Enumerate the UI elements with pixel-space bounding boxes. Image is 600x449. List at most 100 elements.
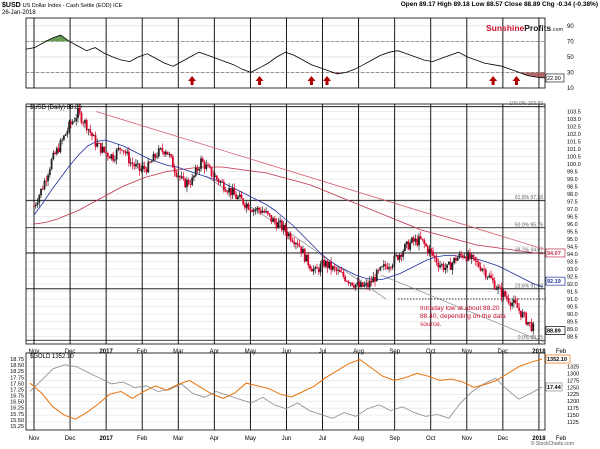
price-bar-body — [423, 239, 426, 244]
price-bar-body — [94, 135, 97, 147]
ohlc-readout: Open 89.17 High 89.18 Low 88.57 Close 88… — [400, 1, 598, 8]
price-bar-body — [386, 266, 389, 270]
price-bar-body — [338, 269, 341, 272]
price-bar-body — [525, 312, 528, 325]
price-bar-body — [416, 238, 419, 246]
price-bar-body — [476, 260, 478, 263]
price-value-box — [545, 248, 566, 258]
price-bar-body — [495, 289, 498, 291]
gold-tick: 1225 — [567, 392, 579, 398]
price-bar-body — [259, 210, 262, 213]
price-tick: 91.5 — [567, 290, 578, 296]
price-bar-body — [493, 280, 496, 290]
price-bar-body — [57, 148, 60, 153]
price-bar-body — [150, 161, 153, 163]
price-bar-body — [244, 204, 246, 208]
price-tick: 103.5 — [567, 110, 581, 116]
price-tick: 95.5 — [567, 230, 578, 236]
up-arrow-icon — [307, 76, 316, 85]
price-tick: 96.0 — [567, 222, 578, 228]
price-bar-body — [361, 282, 364, 287]
x-tick-label-lower: Mar — [173, 436, 183, 442]
price-bar-body — [194, 167, 197, 176]
usd-tick: 18.75 — [10, 357, 24, 363]
price-bar-body — [268, 213, 271, 216]
price-bar-body — [418, 236, 420, 246]
price-bar-body — [377, 269, 380, 271]
price-bar-body — [407, 241, 410, 250]
price-value-label: 94.07 — [547, 251, 561, 257]
price-bar-body — [138, 163, 141, 171]
price-bar-body — [62, 135, 65, 140]
price-bar-body — [226, 191, 229, 193]
price-tick: 92.5 — [567, 275, 578, 281]
price-tick: 101.0 — [567, 147, 581, 153]
price-bar-body — [379, 267, 382, 271]
price-value-label: 88.89 — [547, 329, 561, 335]
price-bar-body — [224, 190, 227, 192]
price-bar-body — [122, 150, 125, 152]
price-tick: 94.0 — [567, 252, 578, 258]
x-tick-label: Nov — [461, 349, 472, 355]
price-bar-body — [143, 166, 146, 169]
price-value-box — [545, 326, 566, 335]
rsi-pane: 22.90 — [25, 34, 565, 85]
price-tick: 93.5 — [567, 260, 578, 266]
gold-tick: 1200 — [567, 399, 579, 405]
price-bar-body — [451, 263, 454, 270]
price-bar-body — [124, 151, 127, 154]
price-tick: 91.0 — [567, 297, 578, 303]
rsi-value-label: 22.90 — [547, 76, 561, 82]
price-bar-body — [463, 256, 466, 258]
price-bar-body — [208, 165, 211, 168]
price-pane: $USD (Daily) 88.89 100.0% 103.82 61.8% 97.… — [26, 101, 566, 343]
rsi-line — [25, 34, 546, 79]
price-bar-body — [47, 175, 49, 182]
price-bar-body — [430, 248, 433, 252]
gold-tick: 1250 — [567, 385, 579, 391]
price-bar-body — [363, 284, 366, 287]
price-bar-body — [247, 203, 250, 210]
x-tick-label: Jun — [282, 349, 292, 355]
price-bar-body — [513, 299, 515, 303]
price-bar-body — [245, 203, 248, 208]
x-tick-label-lower: Dec — [65, 436, 76, 442]
price-bar-body — [309, 265, 311, 269]
fib-level-label: 23.6% 91.68 — [515, 283, 543, 289]
price-bar-body — [115, 149, 118, 160]
price-bar-body — [201, 158, 204, 162]
price-bar-body — [530, 322, 533, 332]
x-tick-label-lower: Nov — [29, 436, 40, 442]
usd-tick: 17.75 — [10, 375, 24, 381]
price-bar-body — [168, 154, 171, 156]
price-bar-body — [502, 291, 505, 298]
price-tick: 102.5 — [567, 125, 581, 131]
usd-tick: 15.75 — [10, 412, 24, 418]
price-bar-body — [470, 254, 473, 259]
price-bar-body — [240, 194, 243, 199]
price-bar-body — [77, 108, 79, 119]
fib-level-label: 38.2% 94.07 — [515, 247, 543, 253]
brand-logo: SunshineProfits.com — [486, 23, 564, 33]
price-bar-body — [402, 251, 405, 257]
x-tick-label: Aug — [353, 349, 364, 355]
downtrend-line — [95, 111, 546, 250]
price-bar-body — [99, 143, 102, 153]
price-bar-body — [498, 286, 501, 288]
price-bar-body — [333, 266, 336, 269]
price-bar-body — [166, 151, 169, 155]
price-bar-body — [296, 243, 299, 245]
price-bar-body — [173, 167, 176, 173]
price-bar-body — [479, 266, 482, 271]
price-bar-body — [170, 154, 173, 157]
price-bar-body — [275, 221, 278, 229]
price-tick: 94.5 — [567, 245, 578, 251]
price-bar-body — [45, 180, 48, 182]
price-tick: 90.5 — [567, 305, 578, 311]
x-tick-label: Nov — [29, 349, 40, 355]
price-bar-body — [135, 163, 137, 167]
price-bar-body — [40, 188, 42, 196]
price-tick: 101.5 — [567, 140, 581, 146]
price-bar-body — [171, 156, 174, 168]
